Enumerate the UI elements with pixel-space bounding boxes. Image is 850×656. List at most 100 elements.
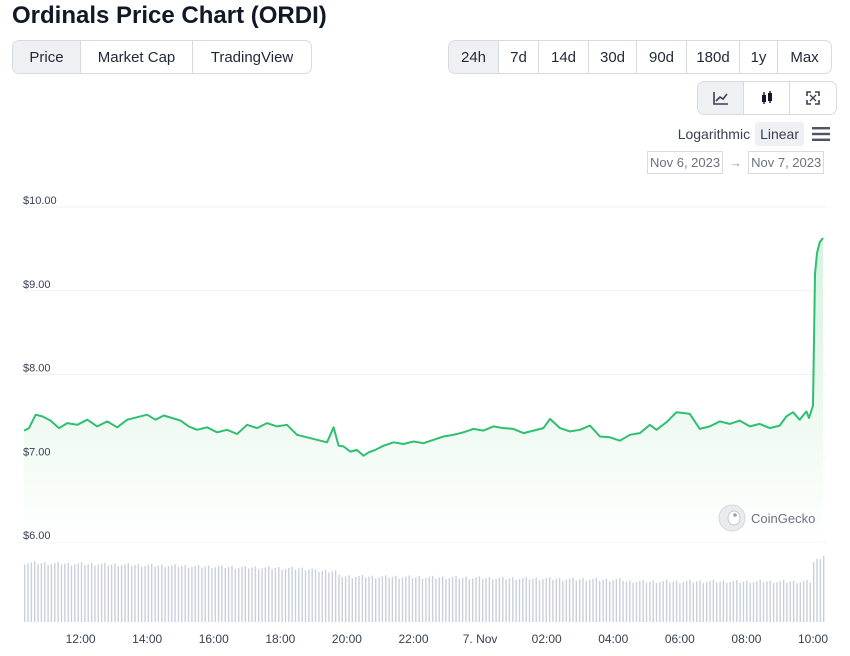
volume-bar — [425, 578, 426, 622]
volume-bar — [429, 577, 430, 622]
volume-bar — [164, 567, 165, 622]
volume-bar — [582, 578, 583, 622]
volume-bar — [676, 581, 677, 623]
volume-bar — [228, 567, 229, 622]
volume-bar — [646, 583, 647, 622]
y-tick-label: $9.00 — [23, 279, 51, 291]
volume-bar — [776, 582, 777, 622]
volume-bar — [562, 581, 563, 622]
volume-bar — [552, 580, 553, 622]
volume-bar — [409, 576, 410, 623]
volume-bar — [34, 561, 35, 622]
volume-bar — [726, 583, 727, 622]
volume-bar — [419, 576, 420, 622]
volume-bar — [261, 568, 262, 622]
volume-bar — [606, 579, 607, 623]
volume-bar — [54, 563, 55, 622]
volume-bar — [793, 581, 794, 623]
volume-bar — [402, 578, 403, 623]
volume-bar — [114, 564, 115, 622]
volume-bar — [439, 578, 440, 623]
volume-bar — [305, 570, 306, 622]
volume-bar — [733, 581, 734, 622]
volume-bar — [539, 580, 540, 622]
volume-bar — [248, 569, 249, 623]
x-tick-label: 14:00 — [132, 632, 162, 646]
volume-bar — [241, 567, 242, 622]
price-area-fill — [24, 238, 823, 542]
volume-bar — [144, 566, 145, 622]
volume-bar — [88, 564, 89, 622]
volume-bar — [285, 569, 286, 622]
volume-bar — [378, 577, 379, 622]
volume-bar — [27, 563, 28, 622]
volume-bar — [215, 567, 216, 622]
volume-bar — [315, 569, 316, 622]
volume-bar — [44, 562, 45, 622]
volume-bar — [121, 565, 122, 622]
volume-bar — [736, 580, 737, 622]
volume-bar — [783, 580, 784, 622]
volume-bar — [435, 579, 436, 623]
volume-bar — [388, 578, 389, 622]
volume-bar — [178, 567, 179, 622]
x-tick-label: 10:00 — [798, 632, 828, 646]
volume-bar — [128, 563, 129, 622]
volume-bar — [713, 580, 714, 622]
volume-bar — [332, 571, 333, 622]
volume-bar — [569, 579, 570, 622]
volume-bar — [790, 582, 791, 623]
volume-bar — [141, 567, 142, 622]
volume-bar — [255, 567, 256, 623]
volume-bar — [238, 568, 239, 622]
volume-bar — [729, 582, 730, 622]
volume-bar — [41, 563, 42, 622]
volume-bar — [602, 580, 603, 623]
volume-bar — [780, 581, 781, 622]
volume-bar — [599, 581, 600, 622]
volume-bar — [622, 581, 623, 622]
volume-bar — [739, 583, 740, 622]
volume-bar — [108, 566, 109, 622]
volume-bar — [465, 577, 466, 622]
volume-bar — [763, 583, 764, 622]
volume-bar — [191, 567, 192, 622]
y-tick-label: $6.00 — [23, 530, 51, 542]
volume-bar — [643, 580, 644, 622]
volume-bar — [174, 564, 175, 622]
volume-bar — [312, 568, 313, 622]
volume-bar — [302, 568, 303, 623]
volume-bar — [415, 577, 416, 622]
volume-bar — [188, 568, 189, 622]
volume-bar — [158, 566, 159, 622]
volume-bar — [502, 577, 503, 622]
volume-bar — [596, 578, 597, 622]
volume-bar — [208, 566, 209, 622]
volume-bar — [756, 581, 757, 622]
volume-bar — [723, 581, 724, 623]
volume-bar — [101, 564, 102, 622]
volume-bar — [405, 577, 406, 623]
volume-bar — [813, 562, 814, 622]
volume-bar — [636, 582, 637, 622]
volume-bar — [629, 581, 630, 623]
volume-bar — [231, 566, 232, 622]
volume-bar — [810, 583, 811, 622]
volume-bar — [271, 569, 272, 622]
volume-bar — [522, 578, 523, 622]
volume-bar — [195, 566, 196, 622]
volume-bar — [118, 566, 119, 622]
volume-bar — [495, 579, 496, 622]
x-tick-label: 18:00 — [265, 632, 295, 646]
volume-bar — [683, 582, 684, 622]
volume-bar — [743, 582, 744, 623]
volume-bar — [579, 579, 580, 622]
volume-bar — [201, 568, 202, 622]
volume-bar — [703, 583, 704, 622]
volume-bar — [151, 564, 152, 622]
volume-bar — [546, 578, 547, 622]
volume-bar — [566, 580, 567, 622]
volume-bar — [251, 568, 252, 623]
volume-bars — [24, 556, 824, 622]
volume-bar — [796, 583, 797, 622]
